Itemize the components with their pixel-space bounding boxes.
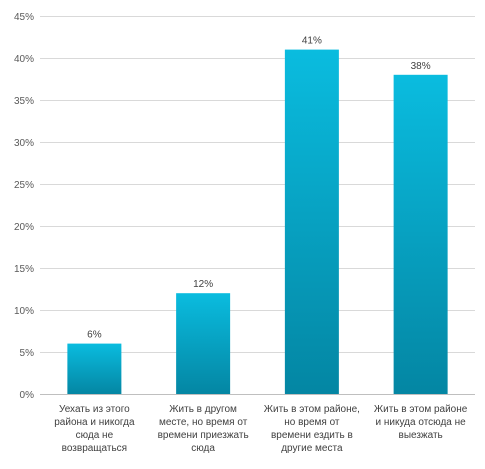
- category-label-line: времени ездить в: [271, 430, 353, 441]
- category-label: Жить в этом районе и никуда отсюда не выез…: [374, 404, 468, 441]
- y-axis-tick-labels: 0% 5% 10% 15% 20% 25% 30% 35% 40% 45%: [14, 12, 34, 401]
- y-tick-label: 10%: [14, 306, 34, 317]
- data-label: 38%: [411, 61, 431, 72]
- y-tick-label: 45%: [14, 12, 34, 23]
- bar: [67, 343, 122, 394]
- category-label-line: и никуда отсюда не: [376, 417, 467, 428]
- category-label-line: времени приезжать: [158, 430, 249, 441]
- category-label-line: сюда не: [76, 430, 114, 441]
- y-tick-label: 5%: [20, 348, 35, 359]
- y-tick-label: 0%: [20, 390, 35, 401]
- bar: [393, 74, 448, 395]
- bar: [176, 293, 231, 394]
- category-label-line: Уехать из этого: [59, 404, 130, 415]
- category-label-line: месте, но время от: [159, 417, 248, 428]
- bar: [284, 49, 339, 394]
- category-label-line: района и никогда: [54, 417, 135, 428]
- data-label: 6%: [87, 330, 102, 341]
- gridlines: [40, 16, 475, 353]
- category-label-line: Жить в этом районе,: [264, 404, 360, 415]
- category-label-line: выезжать: [399, 430, 443, 441]
- data-label: 41%: [302, 36, 322, 47]
- y-tick-label: 35%: [14, 96, 34, 107]
- category-label-line: но время от: [284, 417, 340, 428]
- data-labels: 6% 12% 41% 38%: [87, 36, 431, 341]
- category-label-line: сюда: [191, 443, 215, 454]
- category-label: Уехать из этого района и никогда сюда не во…: [54, 404, 135, 454]
- category-label-line: Жить в другом: [169, 404, 237, 415]
- category-label: Жить в этом районе, но время от времени ез…: [264, 404, 360, 454]
- category-label-line: другие места: [281, 443, 343, 454]
- y-tick-label: 15%: [14, 264, 34, 275]
- category-labels: Уехать из этого района и никогда сюда не во…: [54, 404, 468, 454]
- category-label-line: возвращаться: [62, 443, 127, 454]
- y-tick-label: 20%: [14, 222, 34, 233]
- y-tick-label: 25%: [14, 180, 34, 191]
- y-tick-label: 30%: [14, 138, 34, 149]
- y-tick-label: 40%: [14, 54, 34, 65]
- data-label: 12%: [193, 279, 213, 290]
- category-label-line: Жить в этом районе: [374, 404, 468, 415]
- bars: [67, 49, 448, 395]
- category-label: Жить в другом месте, но время от времени п…: [158, 404, 249, 454]
